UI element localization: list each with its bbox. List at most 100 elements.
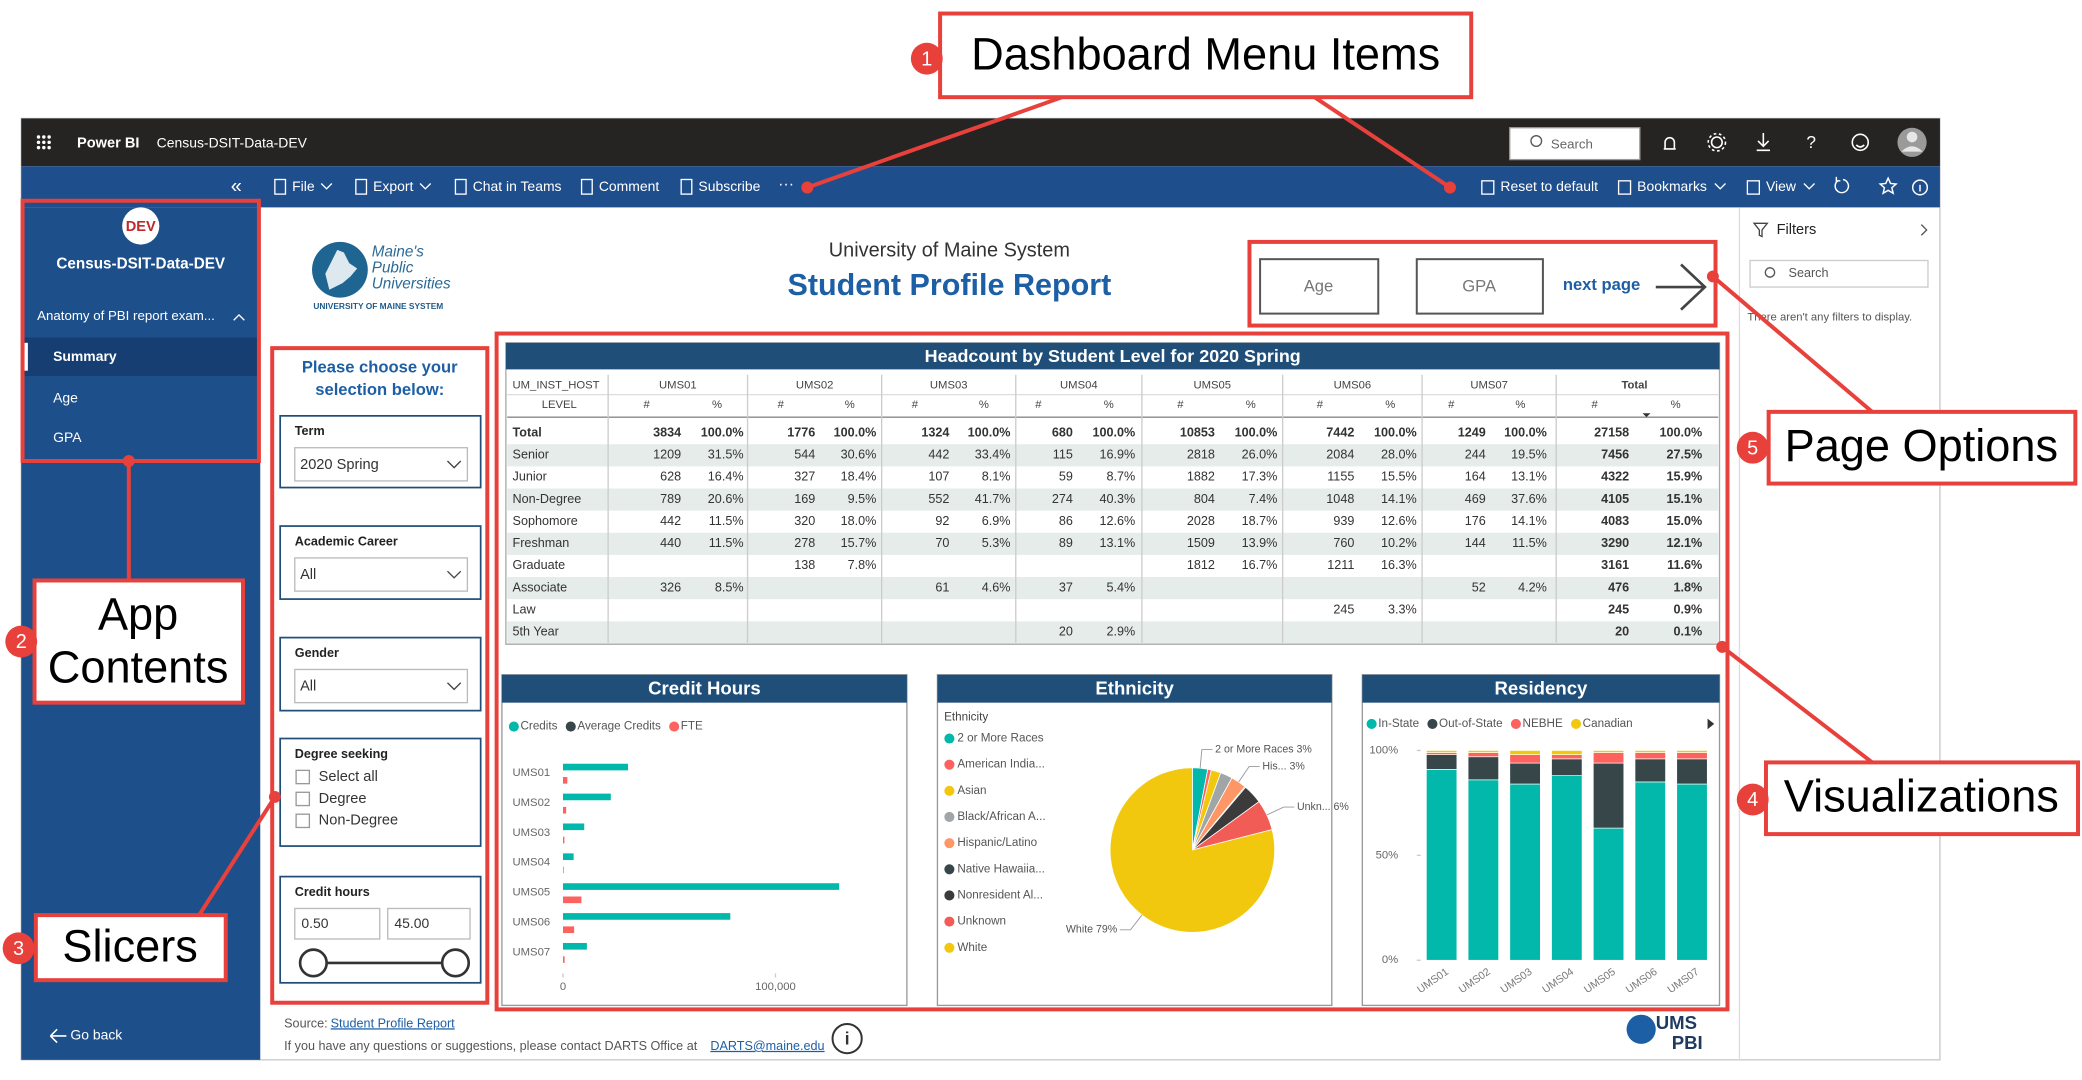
menu-icon [355,178,368,195]
row-shade [507,621,1719,644]
cell: 86 [1059,514,1073,528]
checkbox[interactable] [295,813,311,829]
cell: 33.4% [975,448,1011,462]
cell: 100.0% [701,425,744,439]
stacked-segment [1467,756,1499,781]
slider-handle[interactable] [298,948,328,978]
cell: 31.5% [708,448,744,462]
bar [562,763,628,771]
checkbox[interactable] [295,769,311,785]
legend-marker [944,785,955,796]
more-menu[interactable]: ··· [778,176,794,193]
legend-label: FTE [681,720,703,733]
dropdown-chevron [447,682,462,691]
cell: 8.7% [1107,470,1136,484]
cell: 5.4% [1107,580,1136,594]
stacked-segment [1467,752,1499,758]
menu-item[interactable]: Subscribe [698,178,760,194]
dropdown[interactable] [294,447,469,482]
legend-marker [1427,718,1438,729]
stacked-segment [1551,750,1583,755]
cell: 100.0% [1504,425,1547,439]
cell: 40.3% [1100,492,1136,506]
legend-scroll[interactable] [1707,718,1715,730]
slicer[interactable] [279,737,482,847]
annotation-number: 2 [16,631,27,653]
cell: 4083 [1601,514,1629,528]
info-button[interactable] [831,1022,863,1055]
source-link[interactable]: Student Profile Report [331,1016,456,1030]
annotation-number: 5 [1747,437,1758,459]
collapse-icon[interactable]: « [231,176,242,198]
menu-icon [680,178,693,195]
chevron [320,183,333,190]
row-shade [507,444,1719,467]
checkbox[interactable] [295,791,311,807]
cell: 12.6% [1100,514,1136,528]
annotation-boxes [32,11,2081,983]
range-input[interactable] [294,907,381,940]
stacked-segment [1509,750,1541,755]
range-input[interactable] [387,907,471,940]
nav-page[interactable]: GPA [53,429,82,445]
contact-text: If you have any questions or suggestions… [284,1039,698,1053]
source-label: Source: [284,1016,327,1030]
dynamic-content: File Export Chat in Teams Comment Subscribe ·… [53,176,1816,1007]
cell: 20.6% [708,492,744,506]
email-link[interactable]: DARTS@maine.edu [710,1039,824,1053]
cell: 939 [1333,514,1354,528]
menu-right-icons[interactable] [1834,176,1929,196]
menu-item[interactable]: Export [373,178,413,194]
slider-handle[interactable] [440,948,471,978]
nav-page[interactable]: Age [53,389,78,405]
nav-section[interactable]: Anatomy of PBI report exam... [37,308,215,323]
menu-item[interactable]: View [1766,178,1797,194]
y-tick-label: 50% [1376,849,1399,861]
page-button[interactable] [1259,258,1380,315]
sub-header: % [979,399,989,411]
menu-item[interactable]: Comment [599,178,660,194]
page-button[interactable] [1415,258,1544,315]
sub-header: # [1035,399,1042,411]
row-header: Associate [513,580,568,594]
logo-text: Public [372,259,414,276]
filters-title: Filters [1777,222,1817,238]
cell: 4105 [1601,492,1629,506]
nav-page[interactable]: Summary [53,348,117,364]
waffle-icon[interactable] [36,135,51,150]
cell: 469 [1465,492,1486,506]
stacked-segment [1634,781,1666,961]
cell: 274 [1052,492,1073,506]
stacked-segment [1592,750,1625,753]
search-box[interactable] [1509,127,1641,161]
legend-label: White [957,941,987,954]
filters-search[interactable] [1749,259,1929,288]
dropdown[interactable] [294,668,469,704]
filters-expand[interactable] [1920,224,1928,236]
data-label: Unkn... 6% [1297,801,1349,813]
menu-bar [21,166,1940,208]
cell: 245 [1608,603,1629,617]
category-label: UMS03 [513,827,551,839]
chevron [1714,183,1726,190]
legend-label: Native Hawaiia... [957,862,1045,875]
column-header: UMS04 [1060,379,1098,391]
dropdown[interactable] [294,557,469,592]
leader-line [1266,806,1295,816]
menu-item[interactable]: Chat in Teams [473,178,562,194]
go-back[interactable]: Go back [70,1027,122,1043]
next-arrow[interactable] [1655,263,1707,311]
menu-item[interactable]: Bookmarks [1637,178,1707,194]
menu-item[interactable]: File [292,178,315,194]
top-icons[interactable]: ? [1663,132,1870,152]
next-page[interactable]: next page [1563,275,1640,294]
cell: 12.6% [1381,514,1417,528]
cell: 442 [660,514,681,528]
cell: 100.0% [1235,425,1278,439]
slicer-prompt: selection below: [315,380,444,399]
menu-item[interactable]: Reset to default [1500,178,1598,194]
chevron [1803,183,1816,190]
bar [562,883,840,890]
cell: 15.5% [1381,470,1417,484]
